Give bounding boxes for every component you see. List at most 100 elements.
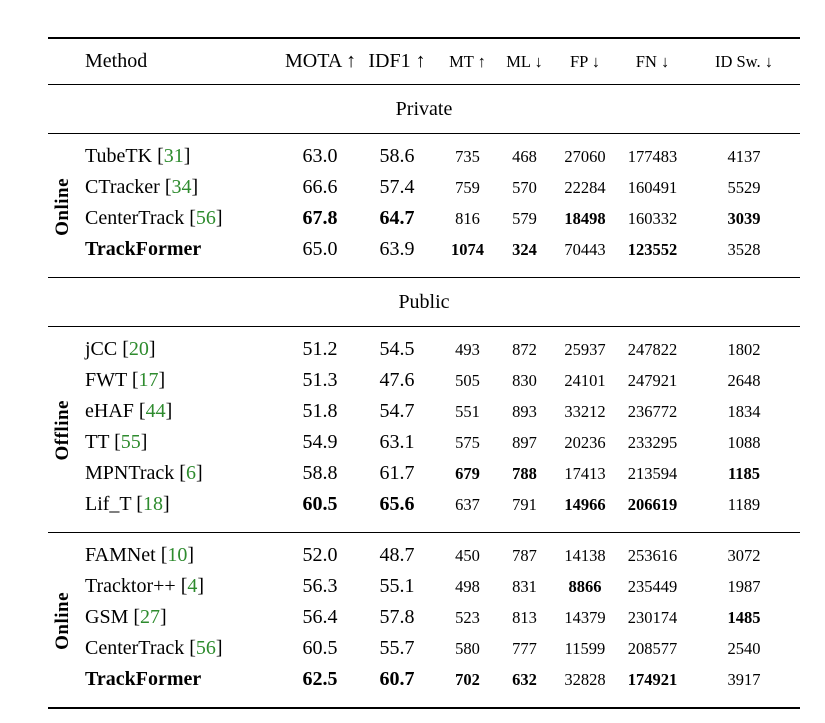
method-name: TubeTK	[85, 145, 153, 167]
citation-number: 56	[195, 207, 216, 229]
ml-value: 897	[512, 432, 537, 452]
group-label-online: Online	[52, 177, 73, 236]
method-row-jcc: Offline jCC [20] 51.2 54.5 493 872 25937 247822…	[48, 326, 800, 533]
group-label-cell: Online	[48, 532, 78, 708]
col-header-mota: MOTA ↑	[285, 38, 356, 85]
method-name: FWT	[85, 369, 127, 391]
fn-value: 123552	[627, 239, 678, 259]
idf1-value: 55.1	[379, 575, 415, 597]
fn-value: 236772	[627, 401, 678, 421]
mota-value: 52.0	[285, 532, 355, 571]
method-name: GSM	[85, 606, 129, 628]
cite-bracket-close: ]	[165, 400, 173, 422]
section-title-public: Public	[48, 277, 800, 327]
mt-value: 505	[455, 370, 480, 390]
citation-number: 20	[128, 338, 149, 360]
method-row-famnet: Online FAMNet [10] 52.0 48.7 450 787 14138 2536…	[48, 532, 800, 708]
method-name: CenterTrack	[85, 207, 185, 229]
fn-value: 230174	[627, 607, 678, 627]
idf1-value: 54.5	[355, 326, 439, 365]
mt-value: 702	[455, 669, 480, 689]
method-name: TrackFormer	[85, 238, 202, 260]
cite-bracket-close: ]	[197, 575, 205, 597]
cite-bracket-open: [	[122, 338, 129, 360]
idsw-value: 1834	[727, 401, 761, 421]
col-header-ml: ML ↓	[496, 38, 553, 85]
col-header-method: Method	[78, 38, 285, 85]
idsw-value: 2648	[727, 370, 761, 390]
fn-value: 233295	[627, 432, 678, 452]
fn-value: 160332	[627, 208, 678, 228]
ml-value: 893	[512, 401, 537, 421]
fp-value: 70443	[564, 239, 606, 259]
idsw-value: 1802	[688, 326, 800, 365]
group-online: Online FAMNet [10] 52.0 48.7 450 787 14138 2536…	[48, 532, 800, 708]
mota-value: 67.8	[302, 207, 338, 229]
idsw-value: 1485	[727, 607, 761, 627]
method-row-tt: TT [55] 54.9 63.1 575 897 20236 233295 1088	[48, 427, 800, 458]
cite-bracket-open: [	[160, 544, 168, 566]
mt-value: 498	[455, 576, 480, 596]
section-public: Public	[48, 277, 800, 327]
method-name: CenterTrack	[85, 637, 185, 659]
idsw-value: 3072	[688, 532, 800, 571]
method-row-trackformer: TrackFormer 65.0 63.9 1074 324 70443 123552 352…	[48, 234, 800, 278]
method-name-cell: CenterTrack [56]	[78, 633, 285, 664]
idf1-value: 54.7	[379, 400, 415, 422]
fp-value: 14379	[564, 607, 606, 627]
fn-value: 206619	[627, 494, 678, 514]
col-header-fp: FP ↓	[553, 38, 617, 85]
fn-value: 253616	[617, 532, 688, 571]
idf1-value: 61.7	[379, 462, 415, 484]
method-name-cell: Tracktor++ [4]	[78, 571, 285, 602]
cite-bracket-close: ]	[158, 369, 166, 391]
fn-value: 174921	[627, 669, 678, 689]
cite-bracket-close: ]	[195, 462, 203, 484]
mota-value: 54.9	[302, 431, 338, 453]
cite-bracket-open: [	[189, 637, 196, 659]
citation-number: 34	[171, 176, 192, 198]
idf1-value: 63.1	[379, 431, 415, 453]
method-name-cell: CTracker [34]	[78, 172, 285, 203]
mt-value: 679	[455, 463, 480, 483]
mota-value: 58.8	[302, 462, 338, 484]
group-online: Online TubeTK [31] 63.0 58.6 735 468 27060 1774…	[48, 133, 800, 278]
fn-value: 177483	[617, 133, 688, 172]
fp-value: 17413	[564, 463, 606, 483]
cite-bracket-open: [	[133, 606, 141, 628]
fp-value: 32828	[564, 669, 606, 689]
method-name-cell: TrackFormer	[78, 234, 285, 278]
fn-value: 160491	[627, 177, 678, 197]
method-row-mpntrack: MPNTrack [6] 58.8 61.7 679 788 17413 213594 118…	[48, 458, 800, 489]
method-name: TT	[85, 431, 110, 453]
method-row-ctracker: CTracker [34] 66.6 57.4 759 570 22284 160491 55…	[48, 172, 800, 203]
cite-bracket-open: [	[138, 400, 146, 422]
cite-bracket-open: [	[131, 369, 139, 391]
idf1-value: 57.4	[379, 176, 415, 198]
table-header: Method MOTA ↑ IDF1 ↑ MT ↑ ML ↓ FP ↓ FN ↓ ID Sw.…	[48, 38, 800, 85]
cite-bracket-close: ]	[187, 544, 195, 566]
section-private: Private	[48, 84, 800, 134]
method-row-fwt: FWT [17] 51.3 47.6 505 830 24101 247921 2648	[48, 365, 800, 396]
method-name: Tracktor++	[85, 575, 176, 597]
method-row-trackformer: TrackFormer 62.5 60.7 702 632 32828 174921 3917	[48, 664, 800, 708]
cite-bracket-open: [	[180, 575, 188, 597]
idsw-value: 5529	[727, 177, 761, 197]
method-name-cell: CenterTrack [56]	[78, 203, 285, 234]
col-header-mt: MT ↑	[439, 38, 496, 85]
citation-number: 44	[145, 400, 166, 422]
fn-value: 208577	[627, 638, 678, 658]
method-name: Lif_T	[85, 493, 132, 515]
cite-bracket-open: [	[114, 431, 121, 453]
ml-value: 788	[512, 463, 537, 483]
method-row-tubetk: Online TubeTK [31] 63.0 58.6 735 468 27060 1774…	[48, 133, 800, 278]
fp-value: 20236	[564, 432, 606, 452]
citation-number: 10	[167, 544, 188, 566]
idf1-value: 60.7	[379, 668, 415, 690]
citation-number: 55	[120, 431, 141, 453]
method-name: MPNTrack	[85, 462, 175, 484]
citation-number: 31	[163, 145, 184, 167]
group-label-cell: Offline	[48, 326, 78, 533]
cite-bracket-open: [	[189, 207, 196, 229]
section-title-row: Private	[48, 84, 800, 134]
